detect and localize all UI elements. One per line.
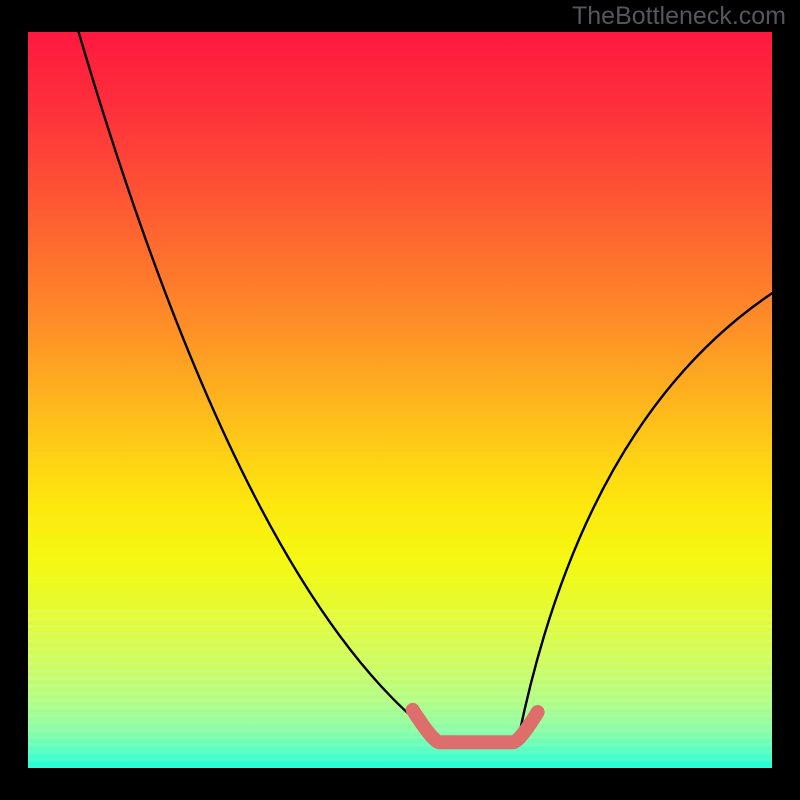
watermark-text: TheBottleneck.com <box>572 2 786 31</box>
chart-frame: TheBottleneck.com <box>0 0 800 800</box>
gradient-plot-area <box>28 32 772 768</box>
